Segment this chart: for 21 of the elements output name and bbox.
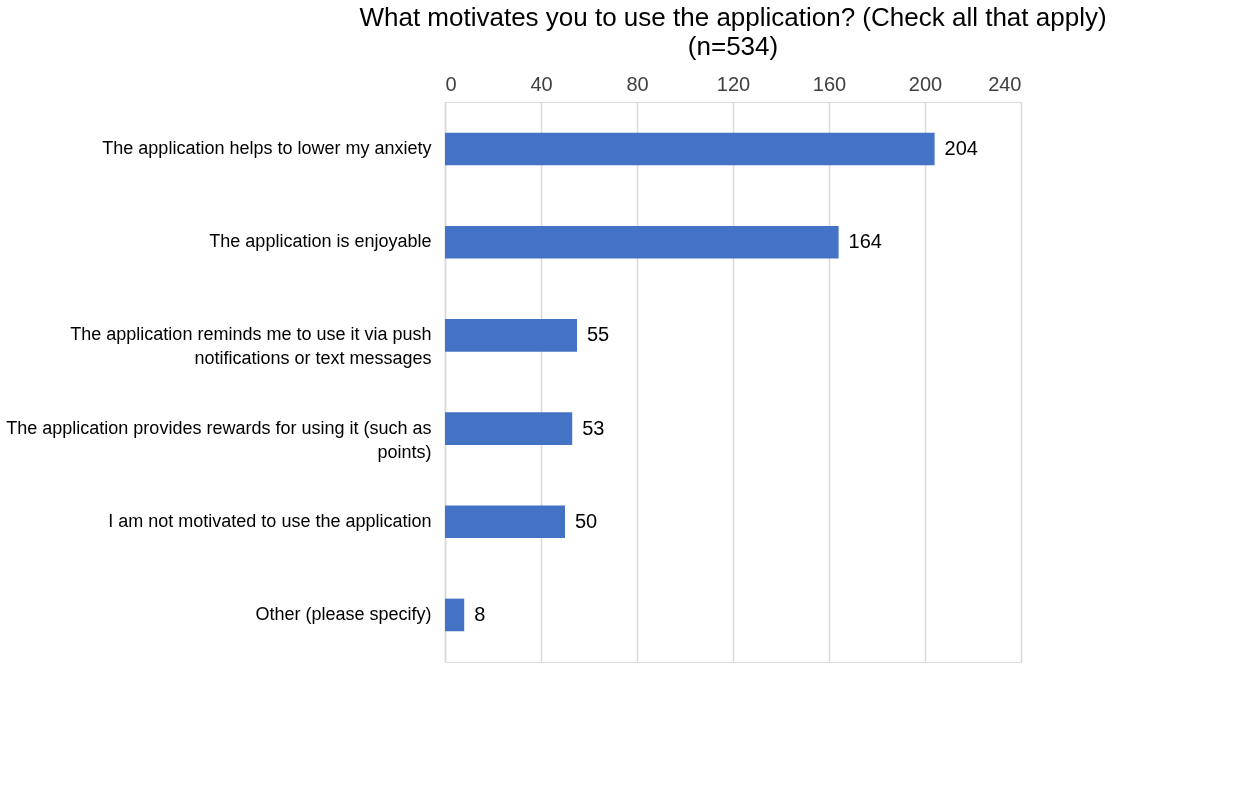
data-label: 50 (575, 509, 598, 532)
data-label: 164 (848, 230, 882, 253)
y-tick-label: I am not motivated to use the application (108, 510, 432, 531)
y-tick-label: The application is enjoyable (209, 231, 432, 252)
chart-subtitle: (n=534) (687, 31, 779, 61)
y-tick-label: The application helps to lower my anxiety (102, 138, 432, 159)
data-label: 204 (944, 137, 978, 160)
y-tick-label: The application provides rewards for using it (such as points) (6, 417, 432, 462)
data-label: 53 (582, 416, 605, 439)
chart-title: What motivates you to use the application? (Check all that apply) (359, 2, 1107, 32)
x-tick-label: 240 (988, 72, 1022, 95)
data-label: 55 (587, 323, 610, 346)
x-tick-label: 160 (812, 72, 847, 95)
x-tick-label: 120 (716, 72, 751, 95)
x-tick-label: 80 (626, 72, 649, 95)
y-tick-label: The application reminds me to use it via push notifications or text messages (70, 324, 432, 369)
data-label: 8 (474, 602, 486, 625)
x-tick-label: 200 (908, 72, 943, 95)
x-tick-label: 0 (445, 72, 457, 95)
x-tick-label: 40 (530, 72, 553, 95)
y-tick-label: Other (please specify) (255, 603, 432, 624)
